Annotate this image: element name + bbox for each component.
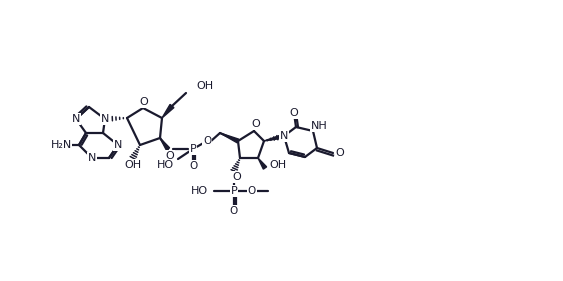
Text: N: N [280, 131, 288, 141]
Text: N: N [72, 114, 80, 124]
Text: HO: HO [157, 160, 174, 170]
Polygon shape [162, 105, 174, 118]
Polygon shape [220, 133, 239, 143]
Text: H₂N: H₂N [50, 140, 72, 150]
Text: N: N [88, 153, 96, 163]
Text: O: O [233, 172, 242, 182]
Text: O: O [166, 151, 175, 161]
Text: OH: OH [269, 160, 286, 170]
Text: N: N [101, 114, 109, 124]
Text: O: O [140, 97, 149, 107]
Text: O: O [252, 119, 260, 129]
Text: P: P [190, 144, 196, 154]
Text: NH: NH [311, 121, 327, 131]
Text: N: N [114, 140, 122, 150]
Text: O: O [189, 161, 197, 171]
Polygon shape [258, 158, 267, 169]
Polygon shape [160, 138, 169, 150]
Text: O: O [203, 136, 211, 146]
Polygon shape [264, 134, 284, 141]
Text: O: O [289, 108, 298, 118]
Text: HO: HO [191, 186, 208, 196]
Text: O: O [230, 206, 238, 216]
Text: OH: OH [124, 160, 141, 170]
Text: O: O [248, 186, 256, 196]
Text: O: O [336, 148, 345, 158]
Text: P: P [231, 186, 238, 196]
Text: OH: OH [196, 81, 213, 91]
